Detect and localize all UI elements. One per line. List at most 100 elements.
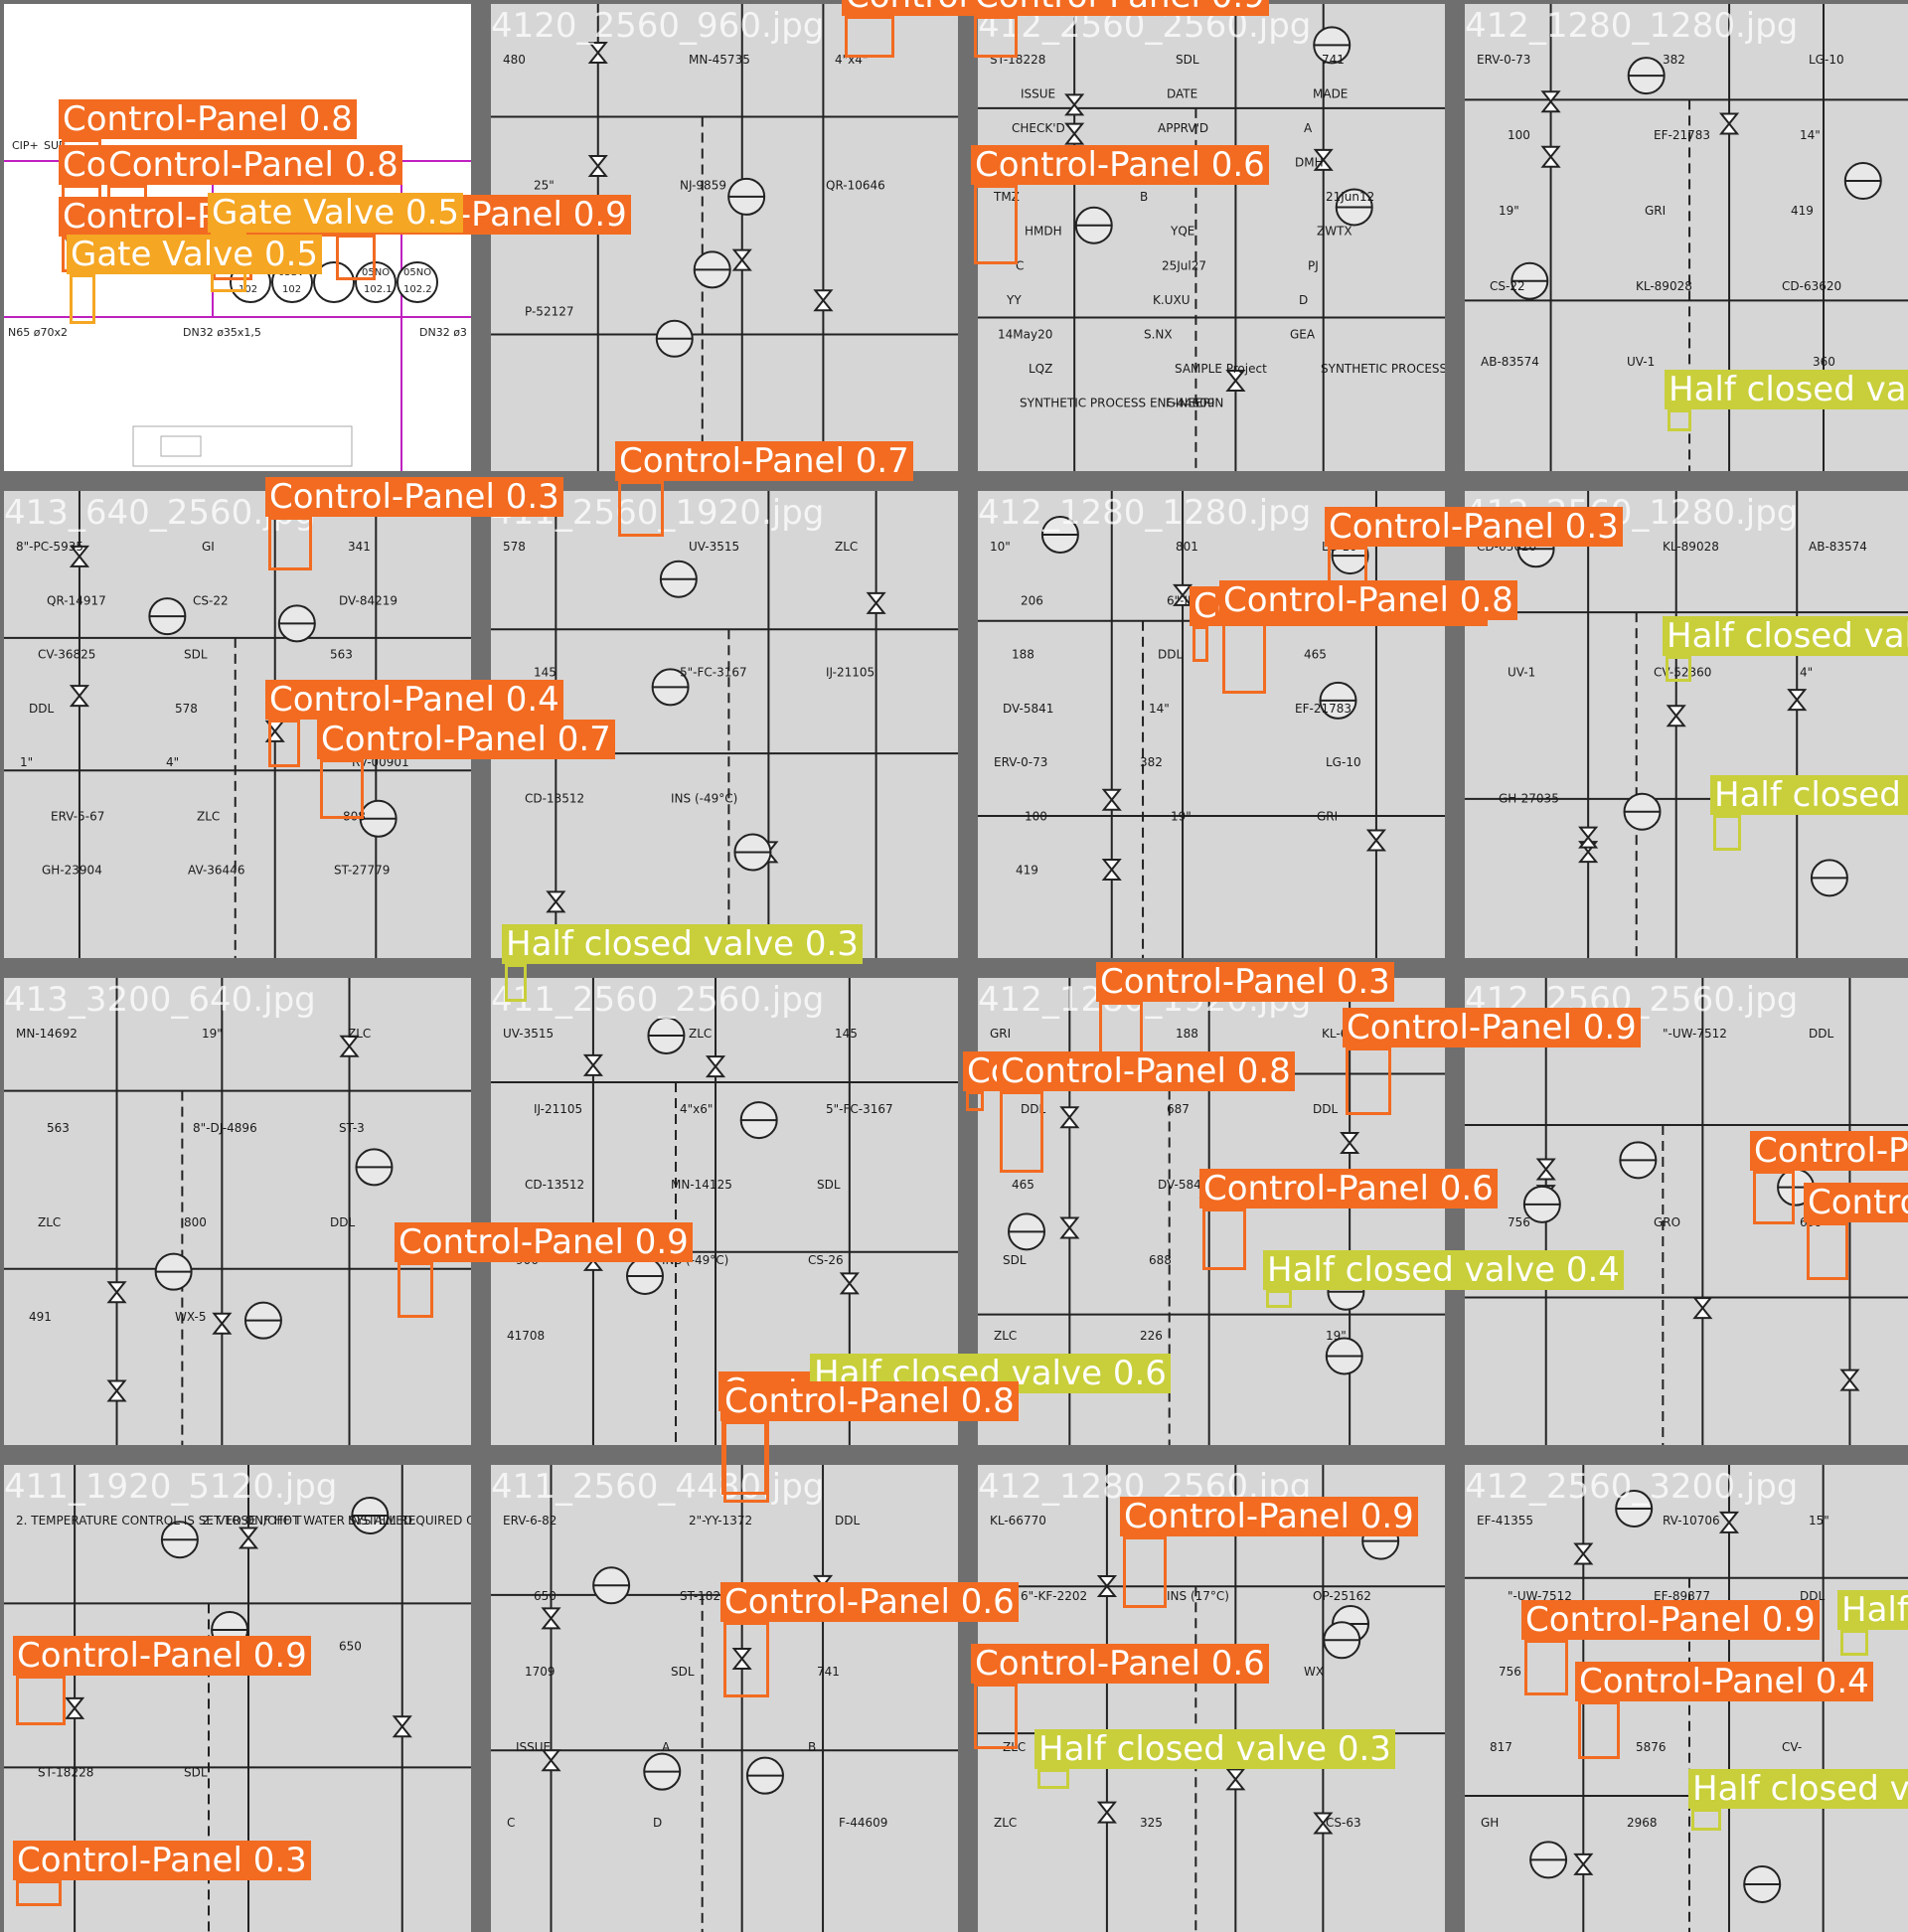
drawing-text: 480: [503, 53, 526, 67]
drawing-text: DDL: [29, 702, 54, 716]
drawing-text: MADE: [1313, 87, 1348, 101]
drawing-text: KL-89028: [1636, 279, 1692, 293]
detection-box: Control-Panel 0.4: [1804, 1183, 1908, 1280]
drawing-text: UV-3515: [503, 1027, 554, 1041]
drawing-text: NJ-9859: [680, 179, 726, 193]
drawing-text: 21Jun12: [1326, 190, 1374, 204]
drawing-text: DV-5841: [1158, 1178, 1208, 1192]
drawing-text: 1": [20, 755, 33, 769]
bounding-box: [1713, 815, 1741, 851]
detection-label: Half closed valve 0.3: [1034, 1729, 1395, 1769]
detection-label: Control-Panel 0.7: [615, 441, 913, 481]
drawing-text: GRO: [1654, 1215, 1680, 1229]
drawing-text: 4": [166, 755, 179, 769]
bounding-box: [966, 1091, 984, 1111]
drawing-text: GRI: [1317, 809, 1338, 823]
drawing-text: 19": [202, 1027, 223, 1041]
bounding-box: [1807, 1222, 1848, 1280]
bounding-box: [268, 720, 300, 767]
drawing-text: GEA: [1290, 327, 1316, 341]
drawing-text: 741: [817, 1665, 840, 1679]
detection-box: Control-Panel 0.9: [395, 1222, 693, 1318]
detection-box: Control-Panel 0.9: [971, 0, 1269, 58]
detection-box: Control-Panel 0.3: [1325, 507, 1623, 590]
bounding-box: [1266, 1290, 1292, 1308]
bounding-box: [320, 759, 364, 819]
drawing-text: B: [808, 1740, 816, 1754]
drawing-text: 465: [1012, 1178, 1034, 1192]
drawing-text: 8"-PC-5935: [16, 540, 83, 554]
detection-box: Control-Panel 0.9: [1521, 1600, 1820, 1695]
drawing-text: WX-5: [175, 1310, 206, 1324]
drawing-text: 465: [1304, 648, 1327, 662]
drawing-text: P-52127: [525, 304, 573, 318]
detection-label: Control-Panel 0.8: [104, 145, 402, 185]
detection-box: Control-Panel 0.4: [963, 1051, 1261, 1111]
drawing-text: DDL: [1021, 1102, 1045, 1116]
detection-label: Control-Panel 0.9: [1343, 1008, 1641, 1047]
drawing-text: ISSUE: [516, 1740, 551, 1754]
detection-label: Control-Panel 0.3: [1096, 962, 1394, 1002]
detection-box: Control-Panel 0.9: [333, 195, 631, 280]
drawing-text: SDL: [184, 1765, 208, 1779]
drawing-text: QR-10646: [826, 179, 885, 193]
bounding-box: [1578, 1701, 1620, 1759]
drawing-text: 419: [1791, 204, 1814, 218]
drawing-text: ZLC: [835, 540, 858, 554]
bounding-box: [505, 964, 527, 1002]
detection-label: Control-Panel 0.6: [1199, 1169, 1498, 1208]
drawing-text: DV-84219: [339, 593, 398, 607]
drawing-text: DDL: [835, 1514, 860, 1528]
drawing-text: 801: [1176, 540, 1198, 554]
drawing-text: F-44609: [1166, 396, 1214, 409]
detection-label: Control-Panel 0.9: [1120, 1497, 1418, 1536]
bounding-box: [1000, 1091, 1043, 1173]
detection-label: Control-Panel 0.3: [1325, 507, 1623, 547]
drawing-text: 19": [1171, 809, 1192, 823]
drawing-text: KL-66770: [990, 1514, 1046, 1528]
drawing-text: "-UW-7512: [1508, 1589, 1572, 1603]
detection-label: Control-Panel 0.4: [1575, 1662, 1873, 1701]
drawing-text: DATE: [1167, 87, 1197, 101]
drawing-text: 2. TEMPERATURE CONTROL IS SET TO ON/OFF …: [16, 1514, 302, 1528]
drawing-text: 325: [1140, 1816, 1163, 1830]
bounding-box: [1753, 1171, 1795, 1224]
drawing-text: "-UW-7512: [1663, 1027, 1727, 1041]
bounding-box: [1222, 620, 1266, 694]
drawing-text: 688: [1149, 1253, 1172, 1267]
detection-label: Control-Panel 0.3: [265, 477, 563, 517]
detection-box: Control-Panel 0.9: [842, 0, 1140, 58]
detection-box: Control-Panel 0.4: [1575, 1662, 1873, 1759]
bounding-box: [70, 274, 95, 324]
mosaic-tile: ERV-6-822"-YY-1372DDL650ST-182286"1709SD…: [491, 1465, 958, 1932]
drawing-text: D: [653, 1816, 662, 1830]
bounding-box: [268, 517, 312, 570]
detection-box: Half closed valve 0.3: [502, 924, 863, 1002]
drawing-text: SDL: [184, 648, 208, 662]
drawing-text: CS-26: [808, 1253, 844, 1267]
drawing-text: ST-18228: [38, 1765, 93, 1779]
detection-label: Control-Panel 0.7: [317, 720, 615, 759]
detection-box: Control-Panel 0.3: [13, 1841, 311, 1906]
detection-box: Control-Panel 0.9: [1343, 1008, 1641, 1115]
drawing-text: MN-45735: [689, 53, 750, 67]
bounding-box: [974, 185, 1018, 264]
drawing-text: QR-14917: [47, 593, 106, 607]
bounding-box: [1202, 1208, 1246, 1270]
bounding-box: [1666, 656, 1691, 682]
detection-label: Control-Panel 0.9: [1750, 1131, 1908, 1171]
drawing-text: IJ-21105: [534, 1102, 582, 1116]
detection-box: Half closed valve 0.4: [1263, 1250, 1624, 1308]
drawing-text: GH-27035: [1499, 791, 1559, 805]
drawing-text: LQZ: [1029, 362, 1052, 376]
detection-label: Control-Panel 0.4: [1804, 1183, 1908, 1222]
bounding-box: [336, 235, 376, 280]
drawing-text: MN-14692: [16, 1027, 78, 1041]
detection-label: Gate Valve 0.5: [67, 235, 323, 274]
pid-drawing: MN-14692 19" ZLC 563 8"-DJ-4896 ST-3 ZLC 800 DDL…: [4, 978, 471, 1445]
drawing-text: 102: [282, 284, 301, 295]
drawing-text: ERV-6-82: [503, 1514, 556, 1528]
drawing-text: DV-5841: [1003, 702, 1053, 716]
bounding-box: [974, 16, 1018, 58]
